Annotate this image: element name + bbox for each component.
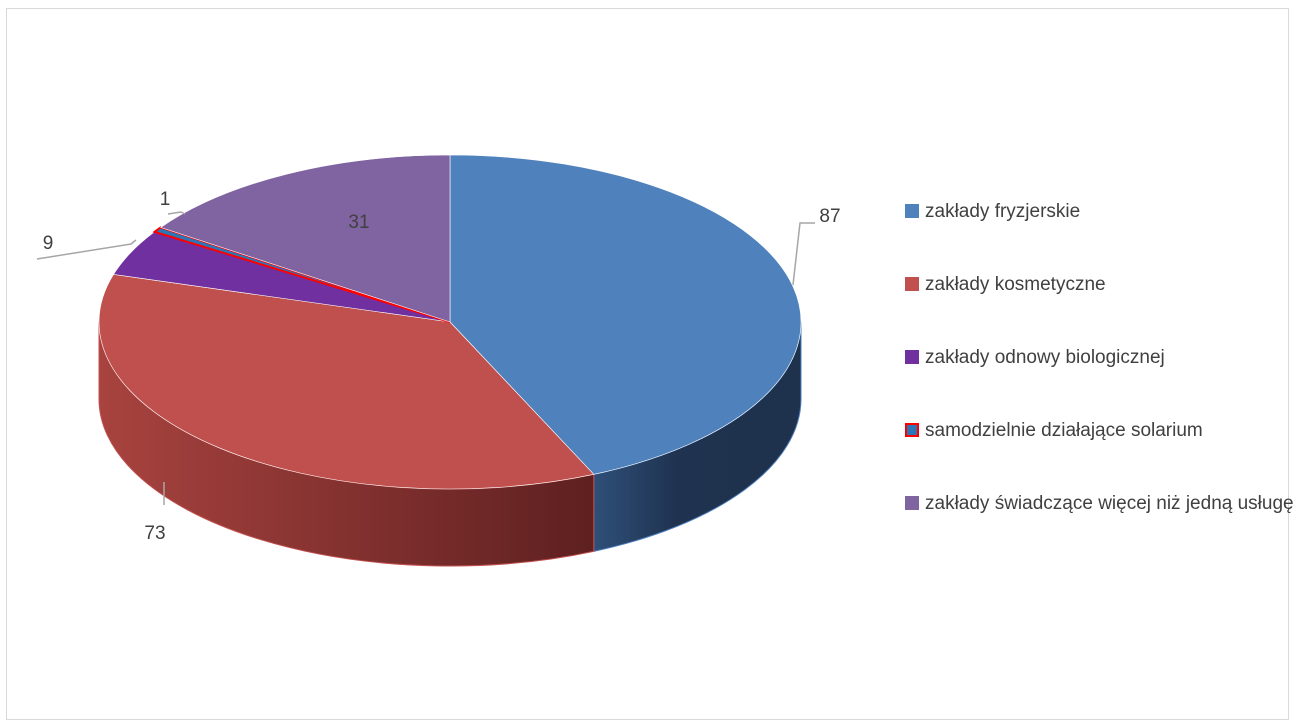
chart-frame [6, 8, 1289, 720]
data-label-zaklady-kosmetyczne: 73 [144, 523, 165, 544]
legend-label: zakłady kosmetyczne [925, 274, 1106, 295]
legend-item-zaklady-odnowy-biologicznej: zakłady odnowy biologicznej [902, 341, 1297, 414]
legend-swatch [905, 277, 919, 291]
leader-line-zaklady-fryzjerskie [792, 222, 815, 286]
data-label-zaklady-odnowy-biologicznej: 9 [43, 233, 54, 254]
data-label-samodzielnie-dzialajace-solarium: 1 [160, 189, 171, 210]
legend-item-samodzielnie-dzialajace-solarium: samodzielnie działające solarium [902, 414, 1297, 487]
data-label-zaklady-fryzjerskie: 87 [819, 206, 840, 227]
legend-item-zaklady-swiadczace-wiecej-niz-jedna-usluge: zakłady świadczące więcej niż jedną usłu… [902, 487, 1297, 560]
pie-slice-zaklady-fryzjerskie [449, 154, 802, 475]
pie-slice-zaklady-kosmetyczne [98, 274, 595, 490]
legend-swatch [905, 350, 919, 364]
pie-tops [98, 154, 802, 490]
legend-item-zaklady-kosmetyczne: zakłady kosmetyczne [902, 268, 1297, 341]
legend-label: zakłady odnowy biologicznej [925, 347, 1165, 368]
legend-swatch [905, 204, 919, 218]
leader-line-samodzielnie-dzialajace-solarium [167, 211, 186, 215]
legend-swatch [905, 496, 919, 510]
legend-label: samodzielnie działające solarium [925, 420, 1203, 441]
leader-lines [36, 211, 815, 505]
data-label-zaklady-swiadczace-wiecej-niz-jedna-usluge: 31 [348, 212, 369, 233]
legend-label: zakłady fryzjerskie [925, 201, 1081, 222]
leader-line-zaklady-odnowy-biologicznej [36, 239, 137, 260]
legend: zakłady fryzjerskie zakłady kosmetyczne za… [902, 195, 1297, 560]
legend-swatch [905, 423, 919, 437]
legend-item-zaklady-fryzjerskie: zakłady fryzjerskie [902, 195, 1297, 268]
legend-label: zakłady świadczące więcej niż jedną usłu… [925, 493, 1294, 514]
pie-slice-zaklady-swiadczace-wiecej-niz-jedna-usluge [159, 154, 451, 323]
data-labels: 87 73 9 1 31 [43, 189, 841, 544]
